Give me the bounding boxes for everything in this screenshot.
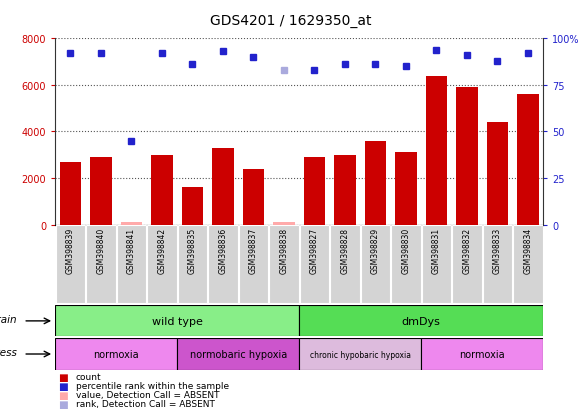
Text: GSM398834: GSM398834	[523, 228, 532, 273]
Bar	[121, 223, 142, 225]
Text: chronic hypobaric hypoxia: chronic hypobaric hypoxia	[310, 350, 411, 358]
Bar	[212, 148, 234, 225]
Bar	[365, 141, 386, 225]
Text: percentile rank within the sample: percentile rank within the sample	[76, 381, 229, 390]
Text: GDS4201 / 1629350_at: GDS4201 / 1629350_at	[210, 14, 371, 28]
Bar	[422, 225, 451, 304]
Bar	[151, 155, 173, 225]
Bar	[239, 225, 268, 304]
Bar	[177, 339, 299, 370]
Bar	[60, 162, 81, 225]
Bar	[55, 339, 177, 370]
Text: GSM398830: GSM398830	[401, 228, 410, 273]
Text: normobaric hypoxia: normobaric hypoxia	[189, 349, 287, 359]
Bar	[391, 225, 421, 304]
Text: GSM398840: GSM398840	[96, 228, 105, 273]
Bar	[299, 306, 543, 337]
Bar	[334, 155, 356, 225]
Bar	[86, 225, 116, 304]
Bar	[117, 225, 146, 304]
Text: GSM398836: GSM398836	[218, 228, 227, 273]
Bar	[395, 153, 417, 225]
Bar	[487, 123, 508, 225]
Text: value, Detection Call = ABSENT: value, Detection Call = ABSENT	[76, 390, 219, 399]
Text: dmDys: dmDys	[402, 316, 440, 326]
Text: GSM398827: GSM398827	[310, 228, 319, 273]
Bar	[178, 225, 207, 304]
Text: wild type: wild type	[152, 316, 203, 326]
Text: stress: stress	[0, 348, 17, 358]
Text: rank, Detection Call = ABSENT: rank, Detection Call = ABSENT	[76, 399, 214, 408]
Bar	[182, 188, 203, 225]
Bar	[426, 76, 447, 225]
Bar	[361, 225, 390, 304]
Bar	[90, 158, 112, 225]
Text: GSM398842: GSM398842	[157, 228, 166, 273]
Bar	[55, 306, 299, 337]
Bar	[421, 339, 543, 370]
Text: GSM398833: GSM398833	[493, 228, 502, 273]
Text: GSM398841: GSM398841	[127, 228, 136, 273]
Bar	[452, 225, 482, 304]
Text: GSM398828: GSM398828	[340, 228, 349, 273]
Text: normoxia: normoxia	[94, 349, 139, 359]
Text: GSM398835: GSM398835	[188, 228, 197, 273]
Text: ■: ■	[58, 399, 68, 409]
Bar	[304, 158, 325, 225]
Bar	[56, 225, 85, 304]
Text: ■: ■	[58, 390, 68, 400]
Text: count: count	[76, 372, 101, 381]
Text: strain: strain	[0, 315, 17, 325]
Bar	[330, 225, 360, 304]
Bar	[273, 223, 295, 225]
Bar	[300, 225, 329, 304]
Bar	[147, 225, 177, 304]
Text: ■: ■	[58, 381, 68, 391]
Text: GSM398831: GSM398831	[432, 228, 441, 273]
Bar	[483, 225, 512, 304]
Text: GSM398837: GSM398837	[249, 228, 258, 273]
Bar	[456, 88, 478, 225]
Text: GSM398829: GSM398829	[371, 228, 380, 273]
Bar	[208, 225, 238, 304]
Text: GSM398838: GSM398838	[279, 228, 288, 273]
Bar	[517, 95, 539, 225]
Bar	[299, 339, 421, 370]
Text: ■: ■	[58, 372, 68, 382]
Bar	[513, 225, 543, 304]
Bar	[243, 169, 264, 225]
Text: GSM398832: GSM398832	[462, 228, 471, 273]
Text: GSM398839: GSM398839	[66, 228, 75, 273]
Bar	[269, 225, 299, 304]
Text: normoxia: normoxia	[460, 349, 505, 359]
